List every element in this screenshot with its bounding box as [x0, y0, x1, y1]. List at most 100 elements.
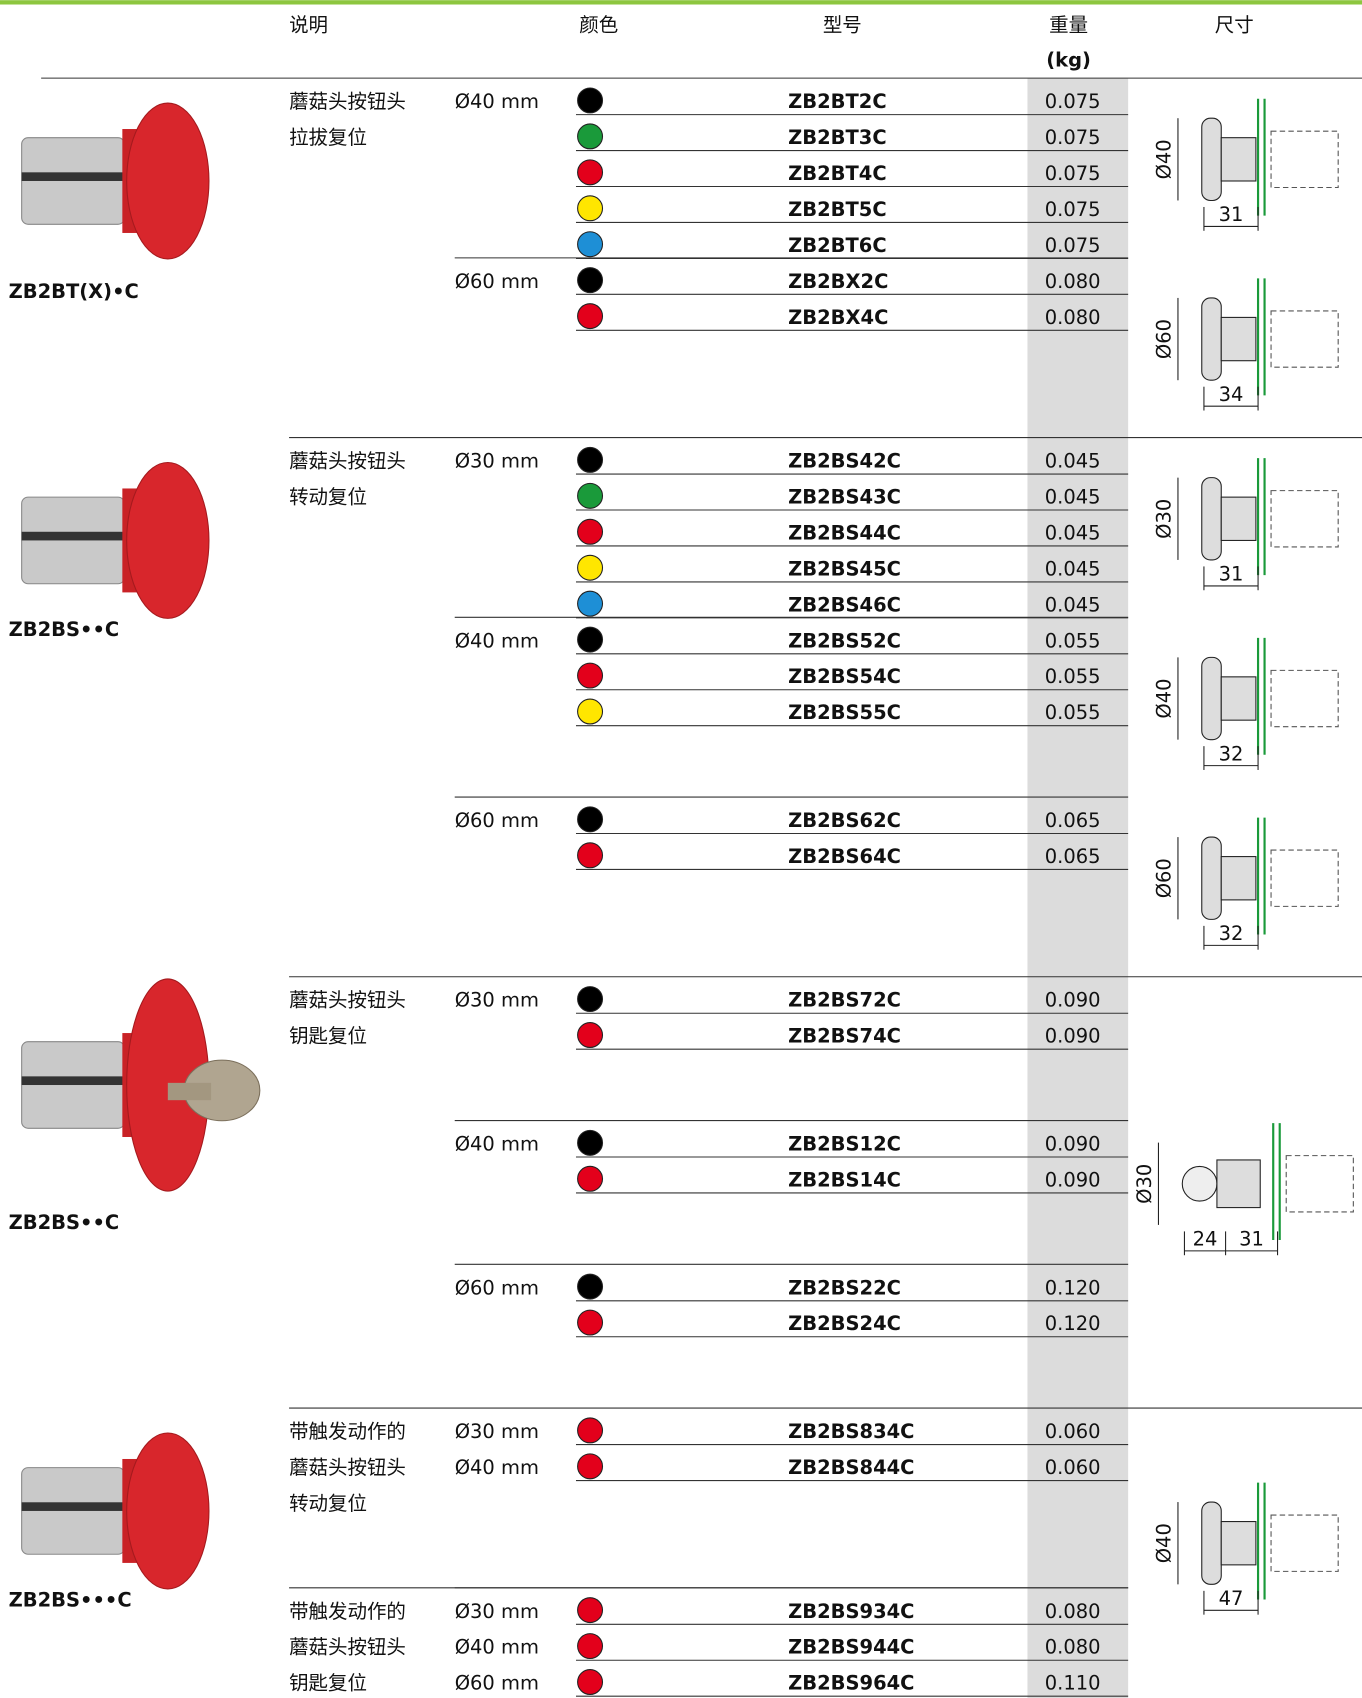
color-dot	[577, 698, 604, 725]
dimension-drawing: Ø60 34	[1152, 278, 1339, 411]
dimension-drawing: Ø30 24 31	[1133, 1123, 1354, 1256]
diameter-label: Ø60	[1152, 319, 1175, 359]
description: 蘑菇头按钮头	[289, 989, 406, 1012]
model: ZB2BS72C	[788, 989, 901, 1012]
weight: 0.060	[1045, 1456, 1101, 1479]
size: Ø40 mm	[455, 90, 539, 113]
model: ZB2BS12C	[788, 1133, 901, 1156]
weight: 0.080	[1045, 1600, 1101, 1623]
color-dot	[577, 518, 604, 545]
column-header: 尺寸	[1215, 14, 1254, 37]
size: Ø60 mm	[455, 809, 539, 832]
length-label: 47	[1219, 1587, 1244, 1610]
contact-block	[1270, 130, 1339, 189]
body	[1216, 1159, 1261, 1209]
weight: 0.060	[1045, 1420, 1101, 1443]
weight: 0.090	[1045, 1168, 1101, 1191]
color-dot	[577, 231, 604, 258]
size: Ø40 mm	[455, 1133, 539, 1156]
size: Ø40 mm	[455, 1456, 539, 1479]
dimension-drawing: Ø40 32	[1152, 637, 1339, 770]
weight: 0.080	[1045, 1636, 1101, 1659]
description: 转动复位	[289, 1492, 367, 1515]
head	[1201, 656, 1222, 741]
length-label: 24	[1193, 1228, 1218, 1251]
body	[1220, 676, 1257, 721]
color-dot	[577, 1273, 604, 1300]
photo-base-band	[21, 172, 125, 181]
model: ZB2BS64C	[788, 845, 901, 868]
weight: 0.055	[1045, 629, 1101, 652]
product-caption: ZB2BS•••C	[9, 1588, 132, 1611]
description: 带触发动作的	[289, 1600, 406, 1623]
description: 蘑菇头按钮头	[289, 90, 406, 113]
model: ZB2BS14C	[788, 1168, 901, 1191]
color-dot	[577, 842, 604, 869]
contact-block	[1270, 1514, 1339, 1572]
product-caption: ZB2BT(X)•C	[9, 280, 139, 303]
contact-block	[1270, 669, 1339, 728]
color-dot	[577, 1129, 604, 1156]
model: ZB2BT2C	[788, 90, 886, 113]
column-header: 颜色	[579, 14, 618, 37]
photo-base-band	[21, 531, 125, 541]
model: ZB2BS62C	[788, 809, 901, 832]
model: ZB2BS24C	[788, 1312, 901, 1335]
size: Ø30 mm	[455, 450, 539, 473]
key-face	[1181, 1165, 1218, 1202]
model: ZB2BS934C	[788, 1600, 914, 1623]
diameter-label: Ø40	[1152, 678, 1175, 718]
weight: 0.120	[1045, 1312, 1101, 1335]
model: ZB2BS46C	[788, 593, 901, 616]
size: Ø60 mm	[455, 1276, 539, 1299]
head	[1201, 836, 1222, 920]
head	[1201, 1501, 1222, 1585]
description: 蘑菇头按钮头	[289, 450, 406, 473]
body	[1220, 856, 1257, 901]
contact-block	[1270, 310, 1339, 368]
color-dot	[577, 195, 604, 222]
model: ZB2BX2C	[788, 270, 888, 293]
color-dot	[577, 303, 604, 330]
weight: 0.075	[1045, 90, 1101, 113]
head	[1201, 117, 1222, 202]
photo-head	[126, 1432, 210, 1590]
photo-head	[126, 102, 210, 260]
photo-head	[126, 461, 210, 619]
color-dot	[577, 662, 604, 689]
weight: 0.080	[1045, 306, 1101, 329]
body	[1220, 1521, 1257, 1566]
size: Ø30 mm	[455, 1420, 539, 1443]
body	[1220, 496, 1257, 541]
product-photo	[21, 978, 261, 1192]
dimension-drawing: Ø60 32	[1152, 817, 1339, 950]
weight: 0.110	[1045, 1672, 1101, 1695]
dimension-drawing: Ø40 31	[1152, 98, 1339, 231]
contact-block	[1270, 849, 1339, 907]
description: 转动复位	[289, 485, 367, 508]
model: ZB2BS45C	[788, 557, 901, 580]
size: Ø40 mm	[455, 1636, 539, 1659]
color-dot	[577, 1453, 604, 1480]
weight: 0.075	[1045, 162, 1101, 185]
model: ZB2BS54C	[788, 665, 901, 688]
weight: 0.090	[1045, 989, 1101, 1012]
photo-base-band	[21, 1076, 125, 1086]
model: ZB2BS55C	[788, 701, 901, 724]
weight: 0.045	[1045, 557, 1101, 580]
color-dot	[577, 806, 604, 833]
weight: 0.075	[1045, 198, 1101, 221]
color-dot	[577, 267, 604, 294]
weight: 0.090	[1045, 1025, 1101, 1048]
model: ZB2BS42C	[788, 450, 901, 473]
color-dot	[577, 1417, 604, 1444]
description: 拉拔复位	[289, 126, 367, 149]
length-label: 31	[1239, 1228, 1264, 1251]
product-caption: ZB2BS••C	[9, 618, 120, 641]
diameter-label: Ø40	[1152, 1523, 1175, 1563]
product-photo	[21, 102, 210, 260]
length-label: 31	[1219, 203, 1244, 226]
head	[1201, 297, 1222, 381]
